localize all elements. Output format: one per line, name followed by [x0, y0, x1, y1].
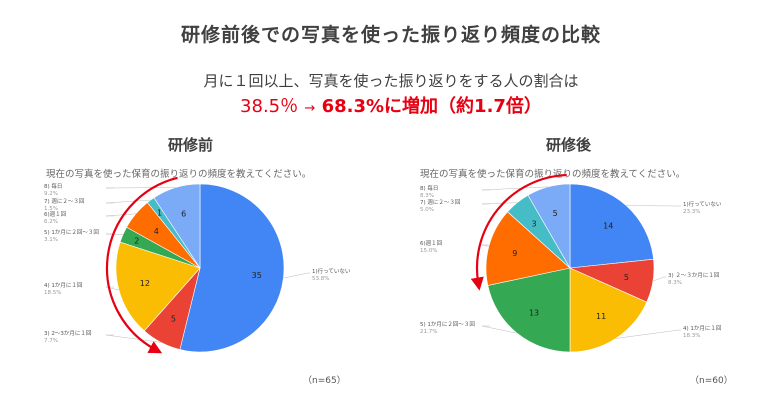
pie-slice — [153, 183, 201, 270]
pie-slice-percent: 15.0% — [420, 248, 437, 254]
pie-leader-line — [481, 202, 518, 205]
pie-slice-percent: 7.7% — [44, 338, 58, 344]
pie-slice — [115, 241, 201, 332]
pie-slice-label: 7) 週に２～３回 — [420, 198, 461, 206]
pie-slice-value: 3 — [532, 220, 537, 229]
pie-slice-value: 1 — [157, 208, 162, 217]
chart-title-after: 研修後 — [546, 136, 592, 154]
pie-leader-line — [481, 325, 518, 334]
pie-slice-percent: 23.3% — [683, 209, 700, 215]
pie-leader-line — [105, 213, 136, 217]
pie-slice-percent: 8.3% — [668, 280, 682, 286]
page-title: 研修前後での写真を使った振り返り頻度の比較 — [180, 24, 601, 46]
pie-leader-line — [652, 276, 666, 282]
pie-slice-percent: 3.1% — [44, 237, 58, 243]
pie-leader-line — [615, 329, 681, 339]
pie-slice-label: 8) 毎日 — [420, 184, 438, 192]
pie-leader-line — [283, 272, 310, 279]
pie-slice-label: 8) 毎日 — [44, 182, 62, 190]
highlight-arrow: → — [304, 101, 316, 116]
highlight-before-value: 38.5％ — [240, 96, 299, 117]
pie-leader-line — [105, 199, 151, 204]
pie-slice-label: 4) 1か月に１回 — [44, 282, 83, 289]
pie-slice-value: 35 — [252, 271, 262, 280]
summary-highlight: 38.5％ → 68.3%に増加（約1.7倍） — [0, 92, 782, 118]
pie-slice-label: 1)行っていない — [312, 267, 351, 275]
pie-slice-percent: 5.0% — [420, 207, 434, 213]
pie-slice — [569, 267, 648, 353]
chart-question-before: 現在の写真を使った保育の振り返りの頻度を教えてください。 — [46, 169, 312, 180]
highlight-after-value: 68.3%に増加（約1.7倍） — [321, 96, 542, 117]
pie-slice-percent: 9.2% — [44, 191, 58, 197]
pie-slice — [485, 211, 571, 286]
pie-slice-label: 4) 1か月に１回 — [683, 325, 722, 332]
pie-slice-percent: 18.5% — [44, 290, 61, 296]
pie-slice-value: 5 — [171, 315, 176, 324]
pie-slice — [487, 267, 571, 353]
pie-slice-value: 13 — [529, 308, 539, 317]
pie-slice-percent: 53.8% — [312, 276, 329, 282]
sample-size-after: （n=60） — [690, 376, 733, 386]
emphasis-arc — [470, 173, 567, 291]
pie-slice-percent: 18.3% — [683, 333, 700, 339]
pie-slice-value: 6 — [181, 209, 186, 218]
summary-subtitle: 月に１回以上、写真を使った振り返りをする人の割合は — [203, 72, 579, 90]
pie-leader-line — [481, 244, 490, 247]
pie-slice-value: 11 — [596, 312, 606, 321]
pie-slice — [179, 183, 285, 353]
pie-slice-percent: 8.3% — [420, 193, 434, 199]
pie-slice-label: 5) 1か月に２回～３回 — [420, 321, 475, 328]
pie-slice-percent: 6.2% — [44, 219, 58, 225]
pie-slice-value: 4 — [154, 227, 159, 236]
emphasis-arc — [105, 176, 178, 354]
pie-leader-line — [481, 186, 549, 191]
pie-slice-percent: 1.5% — [44, 206, 58, 212]
pie-slice-value: 12 — [140, 279, 150, 288]
pie-slice-label: 3) ２～３か月に１回 — [668, 272, 720, 279]
pie-slice — [569, 183, 654, 269]
pie-slice-value: 5 — [553, 209, 558, 218]
pie-slice-label: 1)行っていない — [683, 200, 722, 208]
pie-slice-percent: 21.7% — [420, 329, 437, 335]
pie-slice-label: 5) 1か月に２回～３回 — [44, 229, 99, 236]
chart-title-before: 研修前 — [168, 136, 214, 154]
sample-size-before: （n=65） — [303, 376, 346, 386]
pie-slice-value: 5 — [624, 273, 629, 282]
pie-slice-label: 3) 2～3か月に１回 — [44, 330, 92, 337]
pie-slice-label: 6)週１回 — [420, 239, 443, 247]
pie-leader-line — [105, 286, 120, 291]
chart-question-after: 現在の写真を使った保育の振り返りの頻度を教えてください。 — [420, 169, 686, 180]
pie-slice-value: 14 — [603, 222, 613, 231]
pie-slice-label: 6)週１回 — [44, 210, 67, 218]
pie-slice-value: 9 — [512, 249, 517, 258]
pie-slice-label: 7) 週に２～３回 — [44, 197, 85, 205]
pie-slice-value: 2 — [134, 236, 139, 245]
